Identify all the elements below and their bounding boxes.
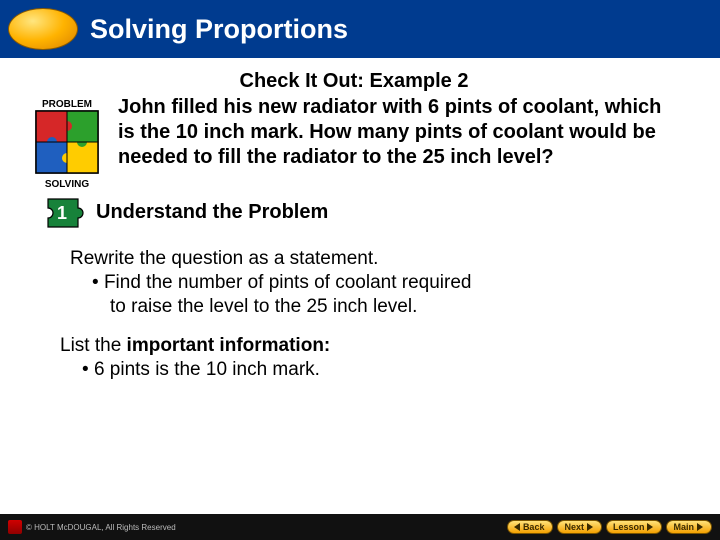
rewrite-text-1: Find the number of pints of coolant requ… — [104, 272, 472, 293]
list-bullet-text: 6 pints is the 10 inch mark. — [94, 359, 320, 380]
copyright: © HOLT McDOUGAL, All Rights Reserved — [8, 520, 176, 534]
bullet-prefix: • — [92, 272, 104, 293]
list-lead-prefix: List the — [60, 335, 127, 356]
footer-bar: © HOLT McDOUGAL, All Rights Reserved Bac… — [0, 514, 720, 540]
content-area: Check It Out: Example 2 PROBLEM SOLVING … — [0, 58, 720, 382]
rewrite-block: Rewrite the question as a statement. • F… — [70, 247, 650, 318]
bullet-prefix-2: • — [82, 359, 94, 380]
step-row: 1 Understand the Problem — [28, 195, 680, 229]
triangle-right-icon — [587, 523, 593, 531]
main-label: Main — [673, 522, 694, 532]
header-bar: Solving Proportions — [0, 0, 720, 58]
rewrite-bullet-line2: to raise the level to the 25 inch level. — [70, 295, 650, 319]
problem-row: PROBLEM SOLVING John filled his new radi… — [28, 95, 680, 191]
copyright-text: © HOLT McDOUGAL, All Rights Reserved — [26, 523, 176, 532]
lesson-button[interactable]: Lesson — [606, 520, 663, 534]
lesson-label: Lesson — [613, 522, 645, 532]
step-number: 1 — [57, 203, 67, 223]
rewrite-bullet-line1: • Find the number of pints of coolant re… — [70, 271, 650, 295]
triangle-left-icon — [514, 523, 520, 531]
next-button[interactable]: Next — [557, 520, 602, 534]
holt-logo-icon — [8, 520, 22, 534]
list-lead: List the important information: — [60, 334, 650, 358]
next-label: Next — [564, 522, 584, 532]
step-label: Understand the Problem — [96, 201, 328, 224]
header-oval-icon — [8, 8, 78, 50]
page-title: Solving Proportions — [90, 14, 348, 45]
nav-buttons: Back Next Lesson Main — [507, 520, 712, 534]
step-number-puzzle-icon: 1 — [46, 195, 86, 229]
puzzle-top-label: PROBLEM — [42, 99, 92, 110]
problem-text: John filled his new radiator with 6 pint… — [118, 95, 680, 170]
back-button[interactable]: Back — [507, 520, 554, 534]
rewrite-lead: Rewrite the question as a statement. — [70, 247, 650, 271]
list-lead-bold: important information: — [127, 335, 331, 356]
check-title: Check It Out: Example 2 — [28, 70, 680, 93]
puzzle-bottom-label: SOLVING — [45, 179, 89, 190]
problem-solving-puzzle-icon: PROBLEM SOLVING — [28, 97, 106, 191]
back-label: Back — [523, 522, 545, 532]
triangle-right-icon — [647, 523, 653, 531]
list-info-block: List the important information: • 6 pint… — [60, 334, 650, 382]
main-button[interactable]: Main — [666, 520, 712, 534]
list-bullet: • 6 pints is the 10 inch mark. — [60, 358, 650, 382]
triangle-right-icon — [697, 523, 703, 531]
